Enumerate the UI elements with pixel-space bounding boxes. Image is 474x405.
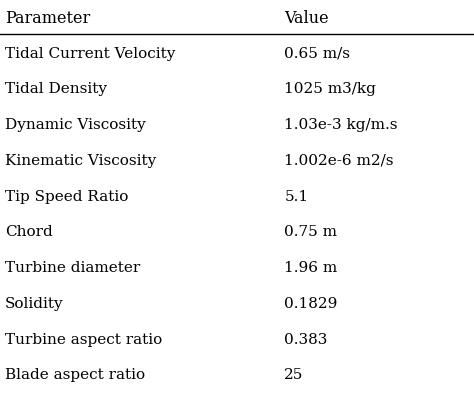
Text: Tidal Density: Tidal Density [5, 82, 107, 96]
Text: Blade aspect ratio: Blade aspect ratio [5, 367, 145, 381]
Text: 1.002e-6 m2/s: 1.002e-6 m2/s [284, 153, 394, 167]
Text: Turbine diameter: Turbine diameter [5, 260, 140, 274]
Text: Value: Value [284, 10, 329, 27]
Text: Tip Speed Ratio: Tip Speed Ratio [5, 189, 128, 203]
Text: 0.65 m/s: 0.65 m/s [284, 47, 350, 60]
Text: 0.1829: 0.1829 [284, 296, 338, 310]
Text: 25: 25 [284, 367, 304, 381]
Text: 1.03e-3 kg/m.s: 1.03e-3 kg/m.s [284, 118, 398, 132]
Text: Tidal Current Velocity: Tidal Current Velocity [5, 47, 175, 60]
Text: 1.96 m: 1.96 m [284, 260, 337, 274]
Text: Parameter: Parameter [5, 10, 90, 27]
Text: 5.1: 5.1 [284, 189, 309, 203]
Text: Turbine aspect ratio: Turbine aspect ratio [5, 332, 162, 345]
Text: Chord: Chord [5, 225, 53, 239]
Text: Solidity: Solidity [5, 296, 64, 310]
Text: 1025 m3/kg: 1025 m3/kg [284, 82, 376, 96]
Text: 0.383: 0.383 [284, 332, 328, 345]
Text: Kinematic Viscosity: Kinematic Viscosity [5, 153, 156, 167]
Text: 0.75 m: 0.75 m [284, 225, 337, 239]
Text: Dynamic Viscosity: Dynamic Viscosity [5, 118, 146, 132]
